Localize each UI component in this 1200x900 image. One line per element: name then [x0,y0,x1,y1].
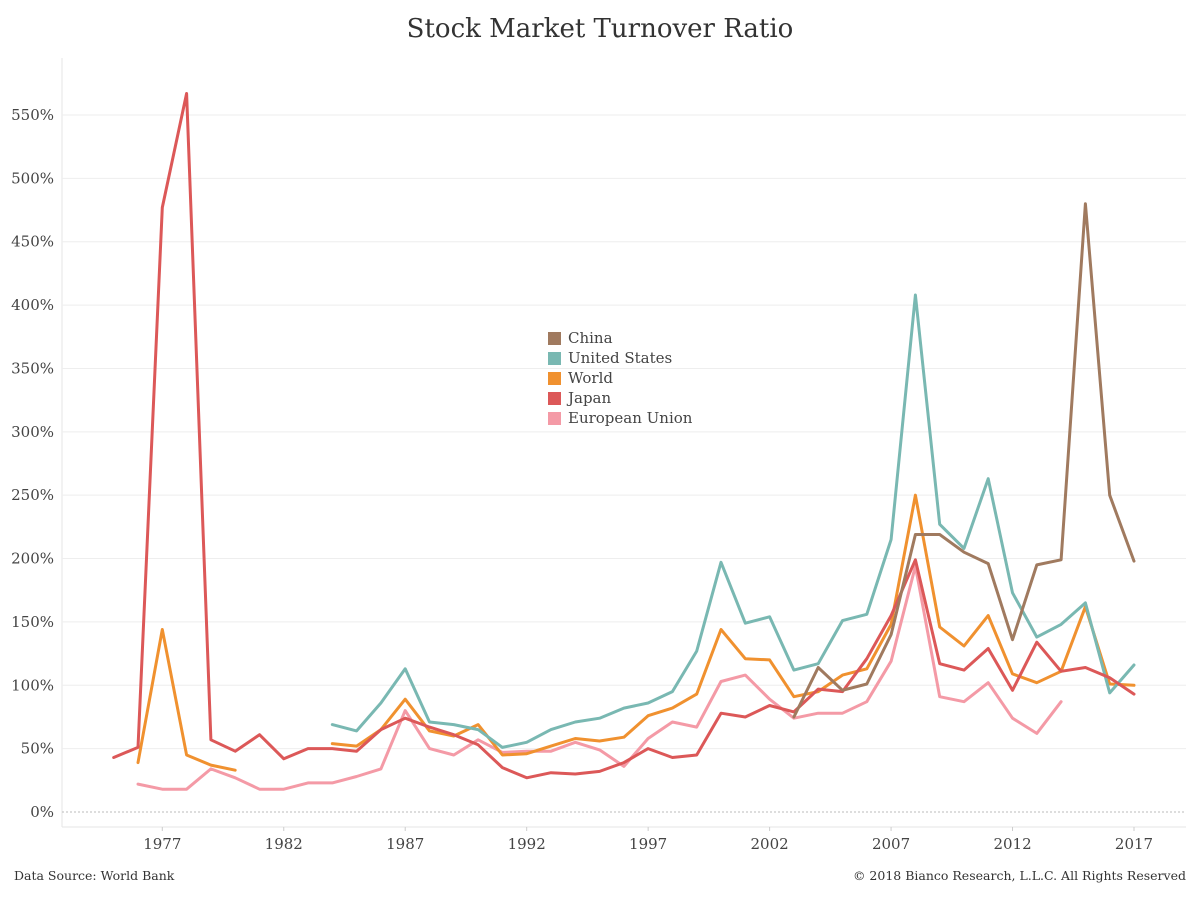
chart-title: Stock Market Turnover Ratio [406,14,794,44]
y-tick-label: 300% [11,423,54,441]
y-tick-label: 450% [11,233,54,251]
y-tick-label: 150% [11,613,54,631]
y-tick-label: 550% [11,106,54,124]
legend-swatch [548,331,561,345]
legend-item-european-union: European Union [548,408,692,428]
series-line-china [792,202,1136,719]
series-line-united-states [330,293,1136,749]
y-tick-label: 250% [11,486,54,504]
x-tick-label: 2002 [751,835,789,853]
x-tick-label: 1982 [265,835,303,853]
y-tick-label: 200% [11,550,54,568]
legend-item-united-states: United States [548,348,692,368]
x-tick-label: 1992 [508,835,546,853]
x-tick-label: 2017 [1115,835,1153,853]
x-tick-label: 2012 [993,835,1031,853]
y-tick-label: 100% [11,676,54,694]
legend-label: Japan [568,389,612,407]
series-line-world [136,493,1136,772]
y-tick-label: 50% [21,740,54,758]
legend-swatch [548,411,561,425]
legend-label: World [568,369,613,387]
legend-swatch [548,351,561,365]
data-source-note: Data Source: World Bank [14,868,175,883]
legend-item-world: World [548,368,692,388]
legend-label: China [568,329,613,347]
y-tick-label: 400% [11,296,54,314]
y-tick-label: 500% [11,169,54,187]
series-line-european-union [136,564,1063,791]
y-tick-label: 350% [11,359,54,377]
legend-swatch [548,391,561,405]
legend-item-japan: Japan [548,388,692,408]
legend-swatch [548,371,561,385]
chart-legend: China United States World Japan European Uni… [548,328,692,428]
x-tick-label: 1977 [143,835,181,853]
legend-label: United States [568,349,673,367]
copyright-note: © 2018 Bianco Research, L.L.C. All Right… [852,868,1186,883]
y-tick-label: 0% [30,803,54,821]
x-tick-label: 1997 [629,835,667,853]
x-tick-label: 2007 [872,835,910,853]
legend-item-china: China [548,328,692,348]
legend-label: European Union [568,409,693,427]
x-tick-label: 1987 [386,835,424,853]
series-line-japan [112,92,1136,780]
